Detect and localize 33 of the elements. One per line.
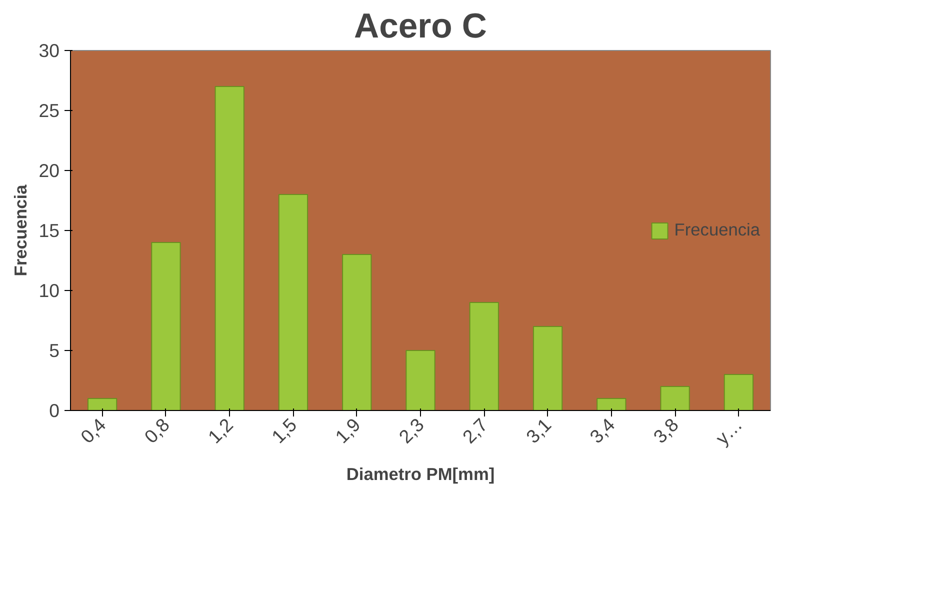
x-tick-label: 0,4: [76, 414, 110, 448]
y-tick-label: 5: [49, 340, 60, 361]
bar: [214, 86, 244, 410]
x-tick-label: 2,3: [394, 414, 428, 448]
chart-title: Acero C: [354, 8, 487, 46]
bar: [342, 254, 372, 410]
bar: [88, 398, 118, 410]
y-axis-title: Frecuencia: [10, 184, 31, 276]
x-tick-label: 1,2: [204, 414, 238, 448]
bar: [469, 302, 499, 410]
bar: [596, 398, 626, 410]
legend-label: Frecuencia: [674, 220, 760, 240]
y-tick-label: 20: [38, 160, 60, 181]
bar: [660, 386, 690, 410]
bar: [278, 194, 308, 410]
bar: [724, 374, 754, 410]
y-tick-label: 15: [38, 220, 60, 241]
x-tick-label: 1,9: [331, 414, 364, 448]
bar: [532, 326, 563, 410]
x-tick-label: 2,7: [458, 414, 492, 448]
y-tick-label: 0: [49, 400, 60, 421]
y-tick-label: 10: [38, 280, 60, 301]
x-tick-label: 0,8: [140, 414, 174, 448]
x-tick-label: 3,8: [649, 414, 682, 448]
x-tick-label: 3,4: [586, 414, 619, 448]
x-tick-label: 1,5: [267, 414, 301, 448]
bar: [406, 350, 436, 410]
y-tick-label: 30: [38, 40, 60, 61]
bar: [151, 242, 181, 410]
x-tick-label: y…: [711, 414, 746, 449]
x-tick-label: 3,1: [522, 414, 556, 448]
y-tick-label: 25: [38, 100, 60, 121]
x-axis-title: Diametro PM[mm]: [346, 464, 495, 484]
